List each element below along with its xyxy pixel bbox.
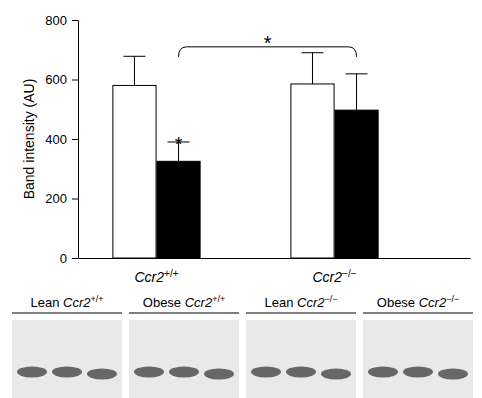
error-bar <box>301 53 323 84</box>
y-tick-label: 600 <box>45 72 67 87</box>
y-tick: 0 <box>60 251 78 266</box>
y-tick: 200 <box>45 191 78 206</box>
y-tick-label: 400 <box>45 132 67 147</box>
y-tick-label: 800 <box>45 13 67 28</box>
error-bar <box>123 56 145 85</box>
blot-band <box>204 369 234 380</box>
y-axis-line <box>78 21 79 259</box>
y-tick-mark <box>72 20 78 21</box>
error-bar <box>346 74 368 110</box>
blot-band <box>134 367 164 378</box>
bar <box>157 161 200 258</box>
y-tick-mark <box>72 258 78 259</box>
error-cap <box>346 73 368 74</box>
significance-label: * <box>175 133 183 155</box>
blot-band <box>251 367 281 378</box>
y-tick: 400 <box>45 132 78 147</box>
bar <box>291 84 334 258</box>
bar <box>113 85 156 258</box>
blot-label-underline <box>129 313 239 314</box>
blot-band <box>52 367 82 378</box>
x-tick: Ccr2−/− <box>313 258 357 285</box>
blot-label: Lean Ccr2−/− <box>264 294 337 310</box>
blot-panel <box>363 320 473 398</box>
significance-label: * <box>264 32 272 54</box>
error-stem <box>356 74 357 110</box>
blot-label: Lean Ccr2+/+ <box>30 294 103 310</box>
y-tick: 800 <box>45 13 78 28</box>
blot-panel <box>246 320 356 398</box>
x-axis-line <box>79 258 471 259</box>
y-tick-mark <box>72 139 78 140</box>
blot: Lean Ccr2+/+ Obese Ccr2+/+ Lean Ccr2−/− Obe… <box>12 294 473 398</box>
chart: 0 200 400 600 800 Ccr2+/+ Ccr2−/− Band intensit… <box>0 0 482 398</box>
blot-label-underline <box>363 313 473 314</box>
blot-band <box>169 367 199 378</box>
blot-band <box>438 369 468 380</box>
blot-band <box>368 367 398 378</box>
y-tick-label: 0 <box>60 251 67 266</box>
blot-label: Obese Ccr2+/+ <box>143 294 225 310</box>
x-tick-label: Ccr2+/+ <box>134 268 178 285</box>
bars <box>113 53 378 258</box>
error-cap <box>301 52 323 53</box>
error-cap <box>123 56 145 57</box>
y-tick-mark <box>72 199 78 200</box>
blot-band <box>286 367 316 378</box>
blot-label-underline <box>246 313 356 314</box>
x-tick-label: Ccr2−/− <box>313 268 357 285</box>
blot-band <box>17 367 47 378</box>
blot-band <box>87 369 117 380</box>
y-tick-mark <box>72 80 78 81</box>
x-tick: Ccr2+/+ <box>134 258 178 285</box>
blot-band <box>321 369 351 380</box>
y-tick-label: 200 <box>45 191 67 206</box>
blot-band <box>403 367 433 378</box>
blot-panel <box>129 320 239 398</box>
error-stem <box>312 53 313 84</box>
blot-panel <box>12 320 122 398</box>
error-stem <box>134 56 135 85</box>
blot-label-underline <box>12 313 122 314</box>
bar <box>335 110 378 258</box>
blot-label: Obese Ccr2−/− <box>377 294 459 310</box>
x-axis: Ccr2+/+ Ccr2−/− <box>79 258 471 285</box>
y-axis-title: Band intensity (AU) <box>21 79 37 200</box>
y-axis: 0 200 400 600 800 <box>45 13 78 266</box>
y-tick: 600 <box>45 72 78 87</box>
